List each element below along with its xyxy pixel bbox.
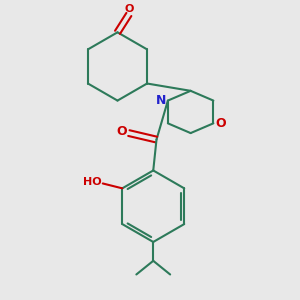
Text: O: O [116, 125, 127, 138]
Text: N: N [155, 94, 166, 107]
Text: O: O [215, 117, 226, 130]
Text: HO: HO [83, 177, 102, 187]
Text: O: O [124, 4, 134, 14]
